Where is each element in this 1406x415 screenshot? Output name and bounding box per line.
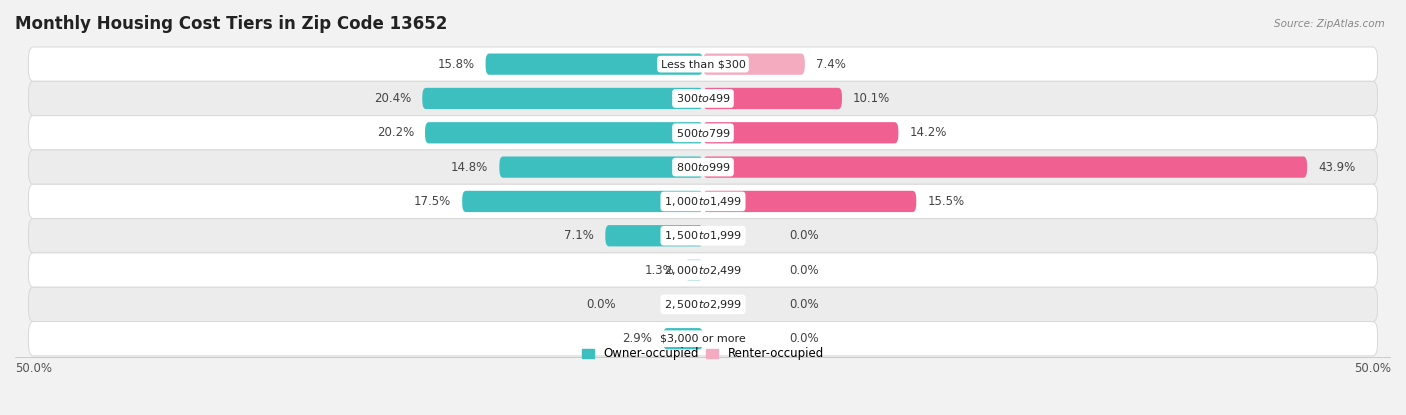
Text: 43.9%: 43.9% xyxy=(1317,161,1355,173)
Text: 20.2%: 20.2% xyxy=(377,126,413,139)
FancyBboxPatch shape xyxy=(28,253,1378,287)
Text: $500 to $799: $500 to $799 xyxy=(675,127,731,139)
Text: Monthly Housing Cost Tiers in Zip Code 13652: Monthly Housing Cost Tiers in Zip Code 1… xyxy=(15,15,447,33)
Text: 14.8%: 14.8% xyxy=(451,161,488,173)
Text: 14.2%: 14.2% xyxy=(910,126,946,139)
FancyBboxPatch shape xyxy=(499,156,703,178)
FancyBboxPatch shape xyxy=(422,88,703,109)
Text: 0.0%: 0.0% xyxy=(790,298,820,311)
FancyBboxPatch shape xyxy=(28,116,1378,150)
Text: $3,000 or more: $3,000 or more xyxy=(661,334,745,344)
Text: Less than $300: Less than $300 xyxy=(661,59,745,69)
Text: 50.0%: 50.0% xyxy=(15,362,52,375)
Text: $1,500 to $1,999: $1,500 to $1,999 xyxy=(664,229,742,242)
FancyBboxPatch shape xyxy=(28,81,1378,116)
FancyBboxPatch shape xyxy=(664,328,703,349)
Legend: Owner-occupied, Renter-occupied: Owner-occupied, Renter-occupied xyxy=(578,343,828,365)
FancyBboxPatch shape xyxy=(28,322,1378,356)
Text: $800 to $999: $800 to $999 xyxy=(675,161,731,173)
FancyBboxPatch shape xyxy=(28,47,1378,81)
Text: 7.4%: 7.4% xyxy=(815,58,845,71)
Text: $2,500 to $2,999: $2,500 to $2,999 xyxy=(664,298,742,311)
Text: $300 to $499: $300 to $499 xyxy=(675,93,731,105)
FancyBboxPatch shape xyxy=(28,219,1378,253)
FancyBboxPatch shape xyxy=(685,259,703,281)
Text: Source: ZipAtlas.com: Source: ZipAtlas.com xyxy=(1274,19,1385,29)
Text: 20.4%: 20.4% xyxy=(374,92,412,105)
Text: 1.3%: 1.3% xyxy=(644,264,673,276)
FancyBboxPatch shape xyxy=(703,88,842,109)
Text: $2,000 to $2,499: $2,000 to $2,499 xyxy=(664,264,742,276)
Text: 17.5%: 17.5% xyxy=(413,195,451,208)
Text: 0.0%: 0.0% xyxy=(790,264,820,276)
Text: 7.1%: 7.1% xyxy=(564,229,595,242)
FancyBboxPatch shape xyxy=(703,156,1308,178)
Text: 0.0%: 0.0% xyxy=(586,298,616,311)
FancyBboxPatch shape xyxy=(28,287,1378,322)
FancyBboxPatch shape xyxy=(606,225,703,247)
FancyBboxPatch shape xyxy=(28,150,1378,184)
FancyBboxPatch shape xyxy=(28,184,1378,219)
Text: 0.0%: 0.0% xyxy=(790,332,820,345)
Text: 15.5%: 15.5% xyxy=(928,195,965,208)
Text: 10.1%: 10.1% xyxy=(853,92,890,105)
FancyBboxPatch shape xyxy=(463,191,703,212)
FancyBboxPatch shape xyxy=(485,54,703,75)
FancyBboxPatch shape xyxy=(703,122,898,144)
Text: 2.9%: 2.9% xyxy=(623,332,652,345)
Text: 50.0%: 50.0% xyxy=(1354,362,1391,375)
FancyBboxPatch shape xyxy=(425,122,703,144)
Text: $1,000 to $1,499: $1,000 to $1,499 xyxy=(664,195,742,208)
Text: 0.0%: 0.0% xyxy=(790,229,820,242)
Text: 15.8%: 15.8% xyxy=(437,58,475,71)
FancyBboxPatch shape xyxy=(703,191,917,212)
FancyBboxPatch shape xyxy=(703,54,804,75)
